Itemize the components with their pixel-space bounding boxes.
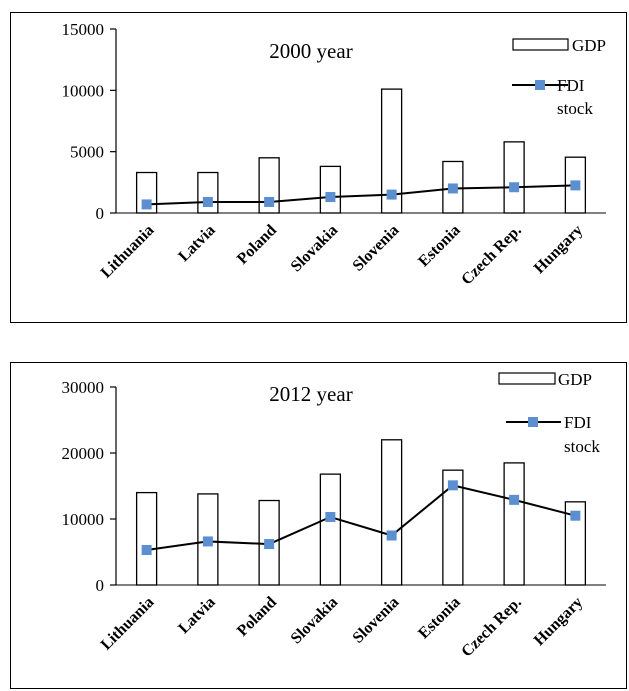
- gdp-bars: [135, 88, 587, 214]
- legend-fdi-marker: [535, 80, 545, 90]
- category-label: Slovenia: [350, 594, 403, 647]
- legend-gdp-label: GDP: [572, 36, 606, 55]
- fdi-marker: [202, 536, 213, 547]
- y-tick-label: 30000: [62, 378, 105, 397]
- fdi-marker: [509, 182, 520, 193]
- legend-fdi-label-1: FDI: [557, 76, 585, 95]
- y-tick-label: 15000: [62, 20, 105, 39]
- category-label: Lithuania: [98, 222, 158, 282]
- fdi-marker: [386, 189, 397, 200]
- category-label: Lithuania: [98, 594, 158, 654]
- legend-fdi-label-1: FDI: [564, 413, 592, 432]
- fdi-polyline: [146, 484, 576, 552]
- category-label: Poland: [234, 594, 280, 640]
- chart-title: 2000 year: [269, 39, 352, 63]
- fdi-marker: [570, 510, 581, 521]
- chart-title: 2012 year: [269, 382, 352, 406]
- gdp-bar: [503, 141, 525, 214]
- category-label: Estonia: [415, 594, 463, 642]
- category-label: Slovakia: [288, 222, 342, 276]
- fdi-marker: [264, 196, 275, 207]
- category-label: Czech Rep.: [458, 594, 525, 661]
- legend: GDP FDI stock: [512, 36, 606, 118]
- legend-fdi-marker: [528, 417, 538, 427]
- gdp-bar: [319, 473, 342, 586]
- legend-fdi-label-2: stock: [557, 99, 593, 118]
- fdi-marker: [141, 199, 152, 210]
- gdp-bar: [135, 491, 158, 586]
- category-label: Latvia: [175, 594, 218, 637]
- category-labels: Lithuania Latvia Poland Slovakia Slovenia Est…: [98, 594, 587, 661]
- category-label: Czech Rep.: [458, 222, 525, 289]
- category-label: Hungary: [531, 222, 586, 277]
- category-label: Slovakia: [288, 594, 342, 648]
- legend: GDP FDI stock: [498, 370, 600, 456]
- gdp-bars: [135, 439, 587, 586]
- category-label: Latvia: [175, 222, 218, 265]
- gdp-bar: [319, 165, 342, 214]
- chart-panel-2012: 0 10000 20000 30000 Lithuania Latvia Poland Sl…: [10, 362, 627, 689]
- fdi-marker: [141, 545, 152, 556]
- category-labels: Lithuania Latvia Poland Slovakia Slovenia Est…: [98, 222, 587, 289]
- fdi-marker: [264, 539, 275, 550]
- legend-gdp-swatch: [498, 372, 556, 385]
- y-axis: 0 10000 20000 30000: [62, 378, 606, 595]
- fdi-marker: [202, 196, 213, 207]
- y-tick-label: 10000: [62, 81, 105, 100]
- fdi-line: [141, 480, 581, 556]
- chart-panel-2000: 0 5000 10000 15000 Lithuania Latvia Poland Slo…: [10, 12, 627, 323]
- category-label: Hungary: [531, 594, 586, 649]
- legend-gdp-swatch: [512, 38, 569, 51]
- category-label: Slovenia: [350, 222, 403, 275]
- gdp-bar: [380, 439, 403, 586]
- fdi-marker: [447, 183, 458, 194]
- category-label: Poland: [234, 222, 280, 268]
- y-tick-label: 20000: [62, 444, 105, 463]
- y-tick-label: 0: [96, 204, 105, 223]
- fdi-marker: [386, 530, 397, 541]
- legend-gdp-label: GDP: [558, 370, 592, 389]
- fdi-marker: [325, 512, 336, 523]
- fdi-line: [141, 180, 581, 210]
- category-label: Estonia: [415, 222, 463, 270]
- gdp-bar: [442, 469, 464, 586]
- legend-fdi-label-2: stock: [564, 437, 600, 456]
- fdi-polyline: [146, 184, 576, 206]
- fdi-marker: [509, 494, 520, 505]
- fdi-marker: [325, 192, 336, 203]
- fdi-marker: [447, 480, 458, 491]
- y-tick-label: 5000: [70, 143, 104, 162]
- gdp-bar: [380, 88, 403, 214]
- gdp-bar: [503, 462, 525, 586]
- y-tick-label: 10000: [62, 510, 105, 529]
- y-tick-label: 0: [96, 576, 105, 595]
- gdp-bar: [564, 501, 587, 586]
- fdi-marker: [570, 180, 581, 191]
